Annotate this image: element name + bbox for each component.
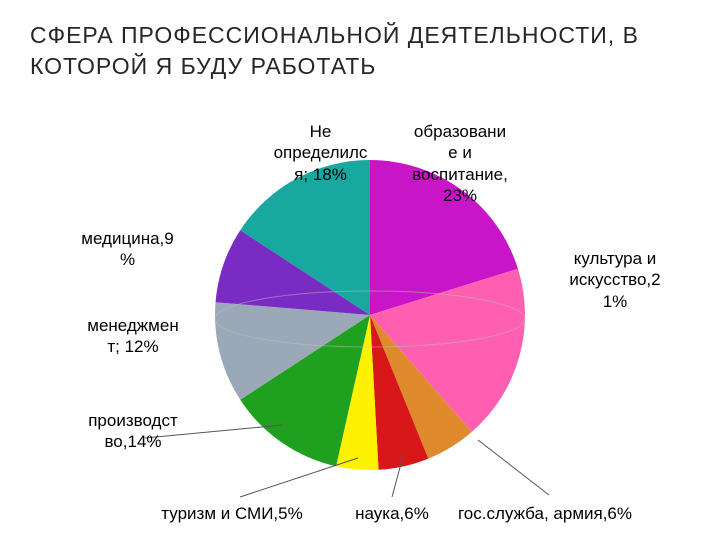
slice-label-prod: производство,14% — [68, 410, 198, 453]
leader-line-tourism — [240, 458, 358, 497]
slice-label-culture: культура иискусство,21% — [540, 248, 690, 312]
slice-label-mgmt: менеджмент; 12% — [68, 315, 198, 358]
slice-label-edu: образование ивоспитание,23% — [395, 121, 525, 206]
slice-label-gov: гос.служба, армия,6% — [415, 503, 675, 524]
slice-label-tourism: туризм и СМИ,5% — [122, 503, 342, 524]
slice-label-undef: Неопределился; 18% — [248, 121, 393, 185]
leader-line-gov — [478, 440, 549, 495]
slice-label-science: наука,6% — [332, 503, 452, 524]
leader-line-science — [392, 456, 403, 497]
slice-label-med: медицина,9% — [60, 228, 195, 271]
